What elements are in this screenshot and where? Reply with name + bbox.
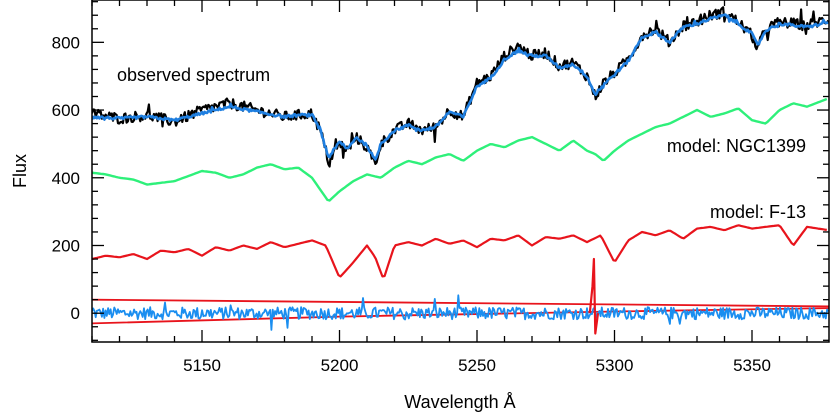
x-tick-label: 5150 (183, 356, 221, 375)
x-tick-label: 5350 (733, 356, 771, 375)
x-tick-label: 5250 (458, 356, 496, 375)
series-line-fit (92, 13, 829, 161)
x-tick-label: 5300 (596, 356, 634, 375)
series-line-error_upper (92, 298, 829, 308)
x-axis-title: Wavelength Å (404, 392, 515, 412)
tick-layer (91, 0, 829, 342)
series-line-f13 (92, 224, 827, 278)
series-line-ngc1399 (92, 97, 828, 202)
y-tick-label: 400 (52, 169, 80, 188)
y-axis-title: Flux (10, 154, 30, 188)
series-layer (92, 6, 829, 335)
label-layer: 5150 5200 5250 5300 5350 0 200 400 600 800 (52, 33, 771, 375)
series-line-residual_spike (588, 257, 600, 335)
x-tick-label: 5200 (321, 356, 359, 375)
series-line-residual (92, 294, 829, 331)
plot-frame (91, 0, 830, 343)
y-tick-label: 800 (52, 33, 80, 52)
y-tick-label: 600 (52, 101, 80, 120)
annotation-observed-spectrum: observed spectrum (117, 65, 270, 85)
annotation-model-f13: model: F-13 (710, 202, 806, 222)
y-tick-label: 0 (71, 304, 80, 323)
y-tick-label: 200 (52, 236, 80, 255)
annotation-model-ngc1399: model: NGC1399 (667, 136, 806, 156)
